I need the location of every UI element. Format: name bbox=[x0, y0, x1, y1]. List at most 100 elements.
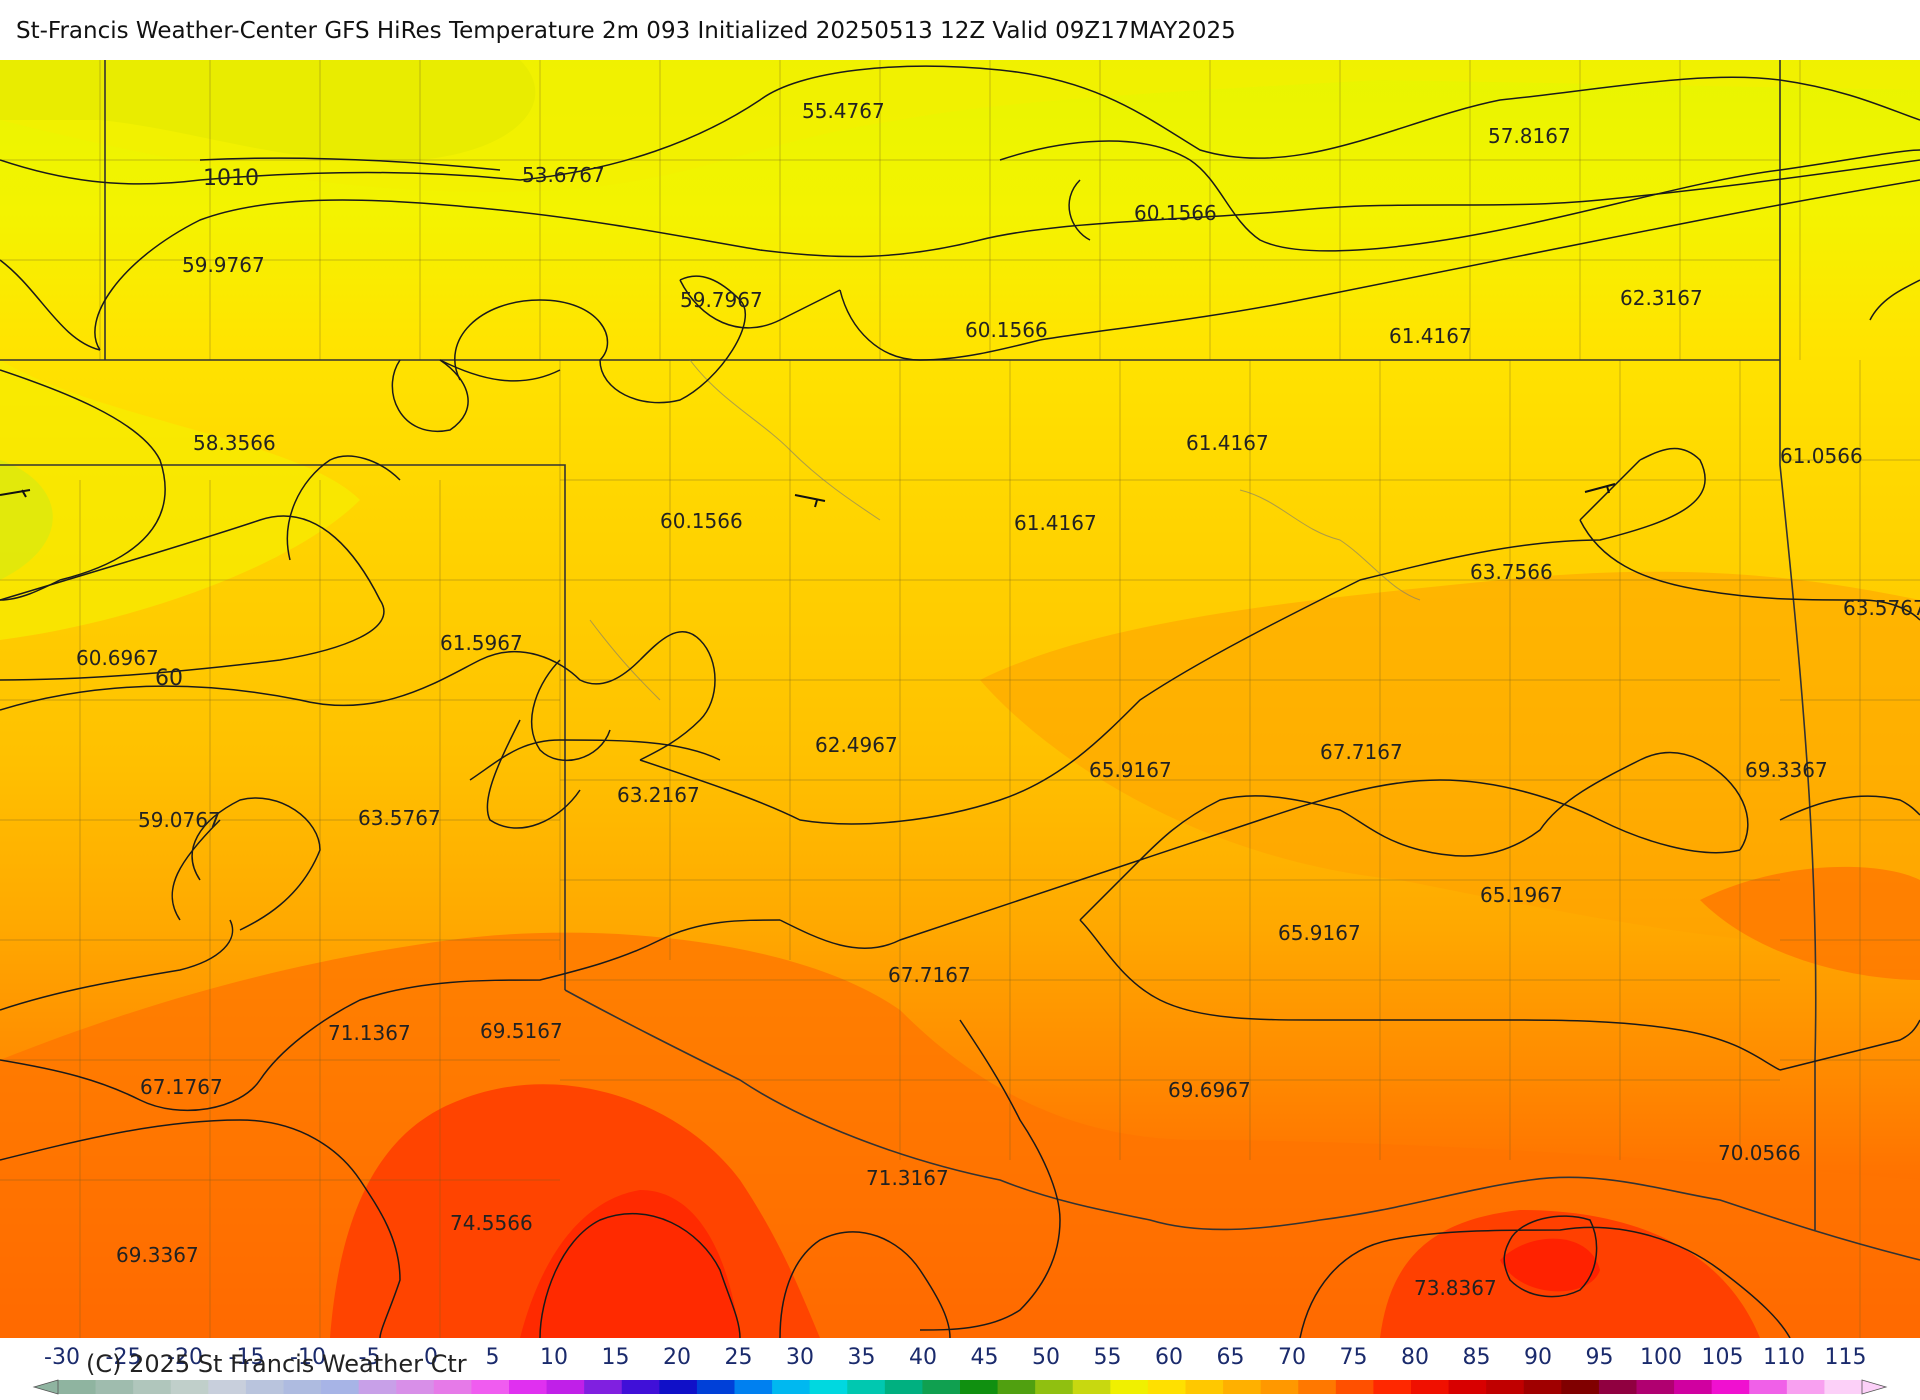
colorbar-swatch bbox=[1636, 1380, 1675, 1394]
temperature-label: 60.1566 bbox=[660, 509, 743, 533]
colorbar-tick-label: -30 bbox=[44, 1345, 80, 1370]
colorbar-max-arrow bbox=[1861, 1379, 1888, 1395]
temperature-label: 59.9767 bbox=[182, 253, 265, 277]
orange-zone-center bbox=[980, 571, 1920, 946]
colorbar-tick-label: 20 bbox=[663, 1345, 691, 1370]
colorbar-swatch bbox=[696, 1380, 735, 1394]
temperature-colorbar: -30 -25 -20 -15 -10 -5 0 5 10 15 20 25 30 35 40 45 50 55 6… bbox=[32, 1345, 1888, 1395]
colorbar-swatch bbox=[997, 1380, 1036, 1394]
colorbar-swatch bbox=[283, 1380, 322, 1394]
colorbar-swatch bbox=[433, 1380, 472, 1394]
colorbar-swatch bbox=[584, 1380, 623, 1394]
copyright-text: (C) 2025 St Francis Weather Ctr bbox=[86, 1350, 467, 1378]
colorbar-swatch bbox=[1298, 1380, 1337, 1394]
temperature-label: 69.5167 bbox=[480, 1019, 563, 1043]
colorbar-tick-label: 70 bbox=[1278, 1345, 1306, 1370]
colorbar-swatch bbox=[847, 1380, 886, 1394]
temperature-label: 73.8367 bbox=[1414, 1276, 1497, 1300]
isobar-label: 60 bbox=[155, 666, 183, 691]
colorbar-tick-label: 100 bbox=[1640, 1345, 1682, 1370]
colorbar-swatch bbox=[1147, 1380, 1186, 1394]
colorbar-swatch bbox=[1072, 1380, 1111, 1394]
temperature-label: 67.7167 bbox=[888, 963, 971, 987]
colorbar-swatch bbox=[546, 1380, 585, 1394]
temperature-label: 59.0767 bbox=[138, 808, 221, 832]
colorbar-tick-labels: -30 -25 -20 -15 -10 -5 0 5 10 15 20 25 30 35 40 45 50 55 6… bbox=[44, 1345, 1866, 1370]
colorbar-swatch bbox=[95, 1380, 134, 1394]
colorbar-swatch bbox=[1523, 1380, 1562, 1394]
colorbar-swatch bbox=[1561, 1380, 1600, 1394]
temperature-label: 67.1767 bbox=[140, 1075, 223, 1099]
colorbar-swatch bbox=[509, 1380, 548, 1394]
colorbar-tick-label: 45 bbox=[971, 1345, 999, 1370]
rivers bbox=[589, 359, 1421, 701]
temperature-label: 70.0566 bbox=[1718, 1141, 1801, 1165]
colorbar-tick-label: -15 bbox=[229, 1345, 265, 1370]
colorbar-tick-label: 85 bbox=[1463, 1345, 1491, 1370]
colorbar-swatch bbox=[809, 1380, 848, 1394]
temperature-label: 63.7566 bbox=[1470, 560, 1553, 584]
colorbar-swatch bbox=[621, 1380, 660, 1394]
temperature-label: 63.5767 bbox=[358, 806, 441, 830]
colorbar-swatch bbox=[960, 1380, 999, 1394]
colorbar-swatch bbox=[1786, 1380, 1825, 1394]
temperature-label: 67.7167 bbox=[1320, 740, 1403, 764]
colorbar-tick-label: 50 bbox=[1032, 1345, 1060, 1370]
hot-zone-southwest bbox=[520, 1190, 740, 1338]
colorbar-swatch bbox=[396, 1380, 435, 1394]
yellow-zone-north bbox=[0, 60, 1920, 192]
pressure-contours bbox=[0, 65, 1920, 1338]
orange-zone-east bbox=[1700, 866, 1920, 980]
colorbar-swatch bbox=[1711, 1380, 1750, 1394]
colorbar-swatch bbox=[1185, 1380, 1224, 1394]
colorbar-swatch bbox=[58, 1380, 97, 1394]
colorbar-swatch bbox=[1035, 1380, 1074, 1394]
colorbar-swatch bbox=[772, 1380, 811, 1394]
colorbar-swatch bbox=[321, 1380, 360, 1394]
colorbar-tick-label: 95 bbox=[1586, 1345, 1614, 1370]
colorbar-swatch bbox=[471, 1380, 510, 1394]
colorbar-tick-label: 35 bbox=[848, 1345, 876, 1370]
colorbar-tick-label: -25 bbox=[106, 1345, 142, 1370]
temperature-label: 53.6767 bbox=[522, 163, 605, 187]
map-title: St-Francis Weather-Center GFS HiRes Temp… bbox=[16, 18, 1236, 44]
temperature-label: 71.1367 bbox=[328, 1021, 411, 1045]
temperature-label: 65.9167 bbox=[1089, 758, 1172, 782]
temperature-label: 62.4967 bbox=[815, 733, 898, 757]
temperature-label: 62.3167 bbox=[1620, 286, 1703, 310]
temperature-label: 61.0566 bbox=[1780, 444, 1863, 468]
colorbar-tick-label: 75 bbox=[1340, 1345, 1368, 1370]
colorbar-tick-label: 5 bbox=[486, 1345, 500, 1370]
colorbar-swatch bbox=[1411, 1380, 1450, 1394]
temperature-label: 59.7967 bbox=[680, 288, 763, 312]
temperature-label: 60.1566 bbox=[1134, 201, 1217, 225]
colorbar-swatch bbox=[1260, 1380, 1299, 1394]
isobar-labels: 1010 60 bbox=[155, 166, 259, 691]
temperature-label: 74.5566 bbox=[450, 1211, 533, 1235]
temperature-label: 55.4767 bbox=[802, 99, 885, 123]
yellow-zone-west bbox=[0, 360, 360, 640]
yellow-green-west bbox=[0, 460, 53, 580]
colorbar-swatch bbox=[1223, 1380, 1262, 1394]
colorbar-swatch bbox=[133, 1380, 172, 1394]
colorbar-tick-label: 30 bbox=[786, 1345, 814, 1370]
temperature-labels: 55.4767 57.8167 53.6767 60.1566 59.9767 … bbox=[76, 99, 1920, 1300]
temperature-label: 60.6967 bbox=[76, 646, 159, 670]
colorbar-tick-label: 25 bbox=[725, 1345, 753, 1370]
temperature-label: 61.4167 bbox=[1389, 324, 1472, 348]
temperature-label: 61.4167 bbox=[1014, 511, 1097, 535]
colorbar-swatch bbox=[245, 1380, 284, 1394]
colorbar-swatch bbox=[208, 1380, 247, 1394]
colorbar-tick-label: -20 bbox=[167, 1345, 203, 1370]
colorbar-swatch bbox=[358, 1380, 397, 1394]
colorbar-swatch bbox=[1448, 1380, 1487, 1394]
temperature-label: 71.3167 bbox=[866, 1166, 949, 1190]
colorbar-tick-label: 0 bbox=[424, 1345, 438, 1370]
colorbar-swatch bbox=[734, 1380, 773, 1394]
colorbar-tick-label: 40 bbox=[909, 1345, 937, 1370]
temperature-label: 61.4167 bbox=[1186, 431, 1269, 455]
colorbar-tick-label: 105 bbox=[1702, 1345, 1744, 1370]
county-grid bbox=[0, 60, 1920, 1338]
colorbar-swatch bbox=[1486, 1380, 1525, 1394]
wind-barbs bbox=[0, 483, 1616, 508]
